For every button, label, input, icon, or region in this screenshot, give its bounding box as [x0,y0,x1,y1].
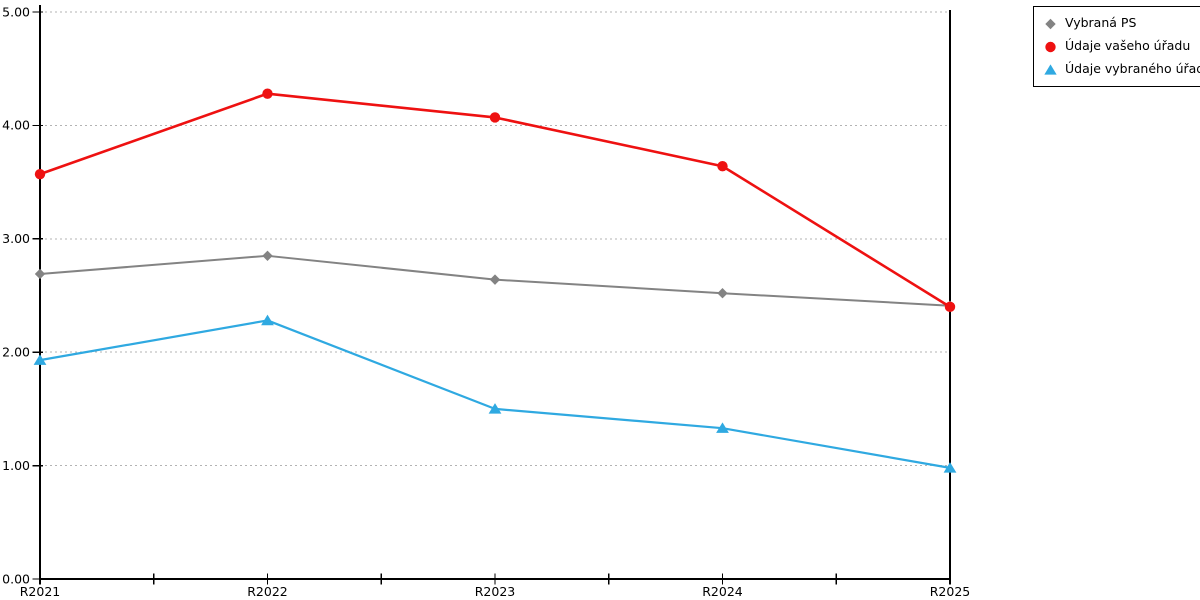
x-tick-label: R2022 [247,584,288,599]
y-tick-label: 2.00 [2,345,30,360]
legend-label: Vybraná PS [1065,15,1137,30]
data-point-circle-marker [717,161,728,172]
triangle-legend-marker [1044,63,1057,75]
y-tick-label: 1.00 [2,458,30,473]
x-tick-label: R2024 [702,584,743,599]
legend-item-2: Údaje vašeho úřadu [1043,38,1200,54]
circle-legend-marker [1045,41,1056,52]
legend-label: Údaje vybraného úřadu [1065,61,1200,76]
diamond-legend-marker [1045,18,1056,29]
diamond-legend-icon [1045,18,1056,29]
data-point-circle-marker [34,168,46,180]
data-point-circle-marker [262,88,273,99]
data-point-triangle-marker [261,314,274,326]
data-point-circle-marker [489,112,501,123]
x-tick-label: R2025 [930,584,971,599]
legend-item-1: Vybraná PS [1043,15,1200,31]
data-point-diamond-marker [262,250,273,262]
data-point-diamond-marker [489,274,501,285]
data-point-diamond-marker [34,268,46,280]
circle-legend-icon [1045,41,1056,52]
legend-item-3: Údaje vybraného úřadu [1043,61,1200,77]
data-point-triangle-marker [716,422,729,433]
data-point-triangle-marker [943,462,957,473]
triangle-legend-icon [1044,63,1057,75]
x-tick-label: R2021 [20,584,61,599]
legend: Vybraná PS Údaje vašeho úřadu Údaje vybran… [1033,6,1200,87]
data-point-triangle-marker [488,403,502,414]
legend-label: Údaje vašeho úřadu [1065,38,1191,53]
y-tick-label: 3.00 [2,231,30,246]
y-tick-label: 4.00 [2,118,30,133]
series-line-3 [38,319,952,469]
y-tick-label: 5.00 [2,4,30,19]
x-tick-label: R2023 [475,584,516,599]
y-tick-label: 0.00 [2,571,30,586]
data-point-diamond-marker [717,288,728,299]
data-point-triangle-marker [33,354,47,365]
data-point-circle-marker [944,301,956,313]
